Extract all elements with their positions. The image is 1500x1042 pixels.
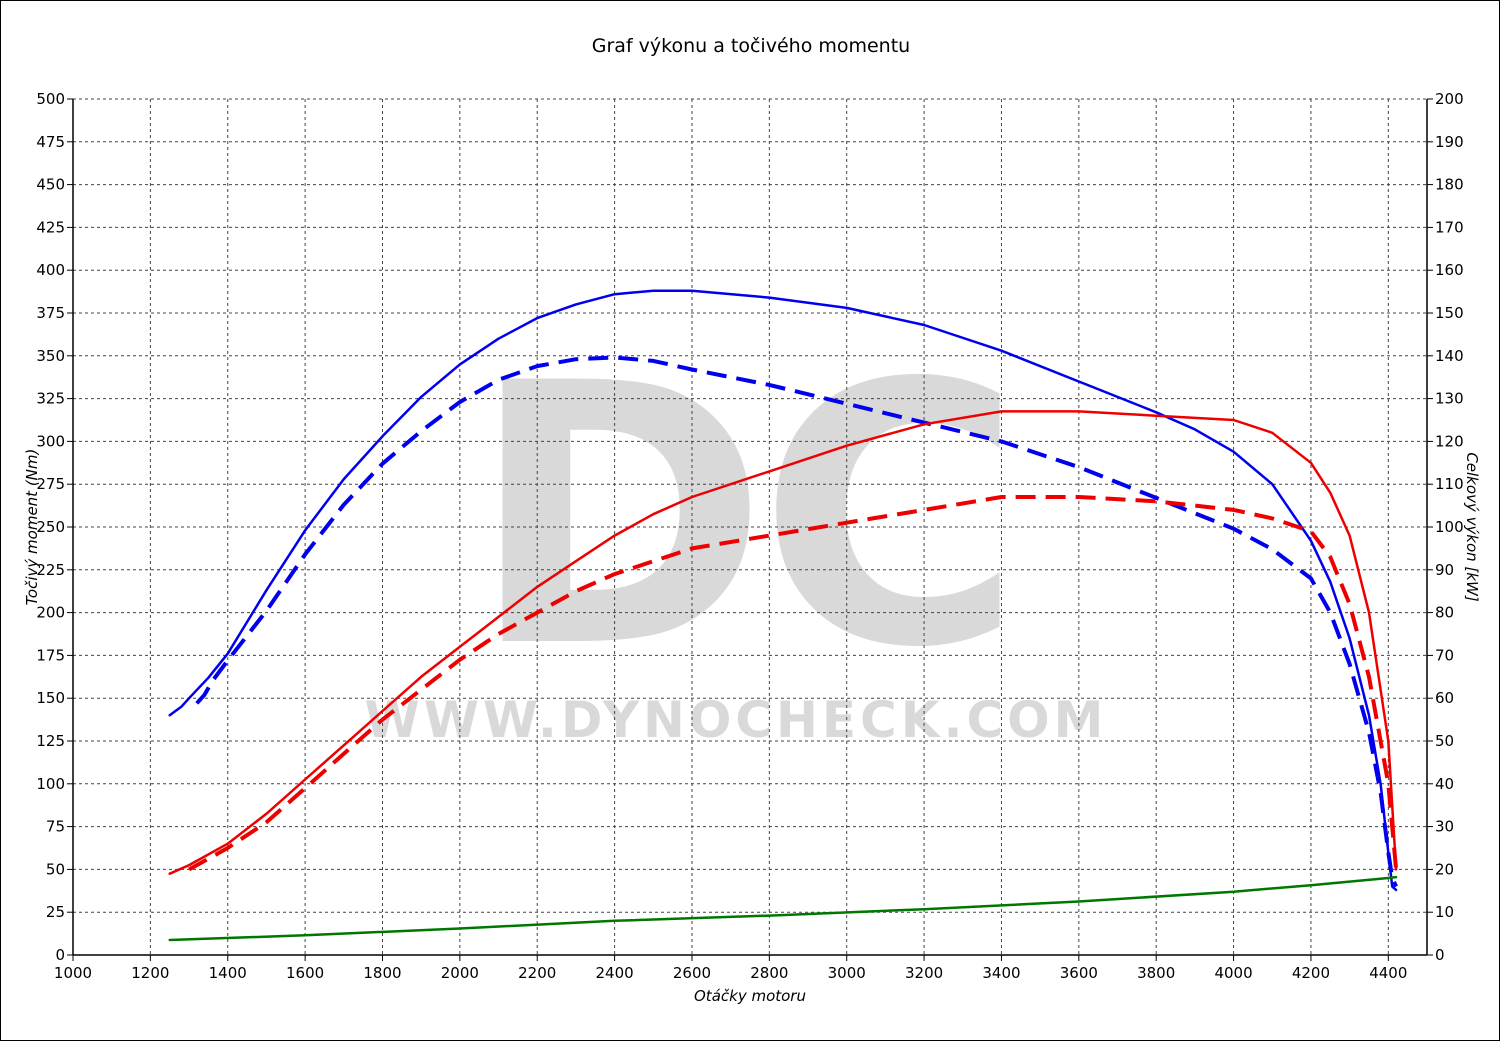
y-right-tick-label: 40 bbox=[1435, 775, 1454, 793]
y-right-tick-label: 0 bbox=[1435, 946, 1445, 964]
y-right-tick-label: 30 bbox=[1435, 818, 1454, 836]
series-line-5 bbox=[168, 875, 1398, 942]
x-tick-label: 1400 bbox=[209, 964, 247, 982]
y-left-tick-label: 475 bbox=[36, 133, 65, 151]
watermark-text: WWW.DYNOCHECK.COM bbox=[365, 691, 1108, 749]
x-tick-label: 2000 bbox=[441, 964, 479, 982]
x-tick-label: 3600 bbox=[1060, 964, 1098, 982]
y-right-tick-label: 140 bbox=[1435, 347, 1464, 365]
y-right-tick-label: 50 bbox=[1435, 732, 1454, 750]
y-left-tick-label: 375 bbox=[36, 304, 65, 322]
y-right-tick-label: 70 bbox=[1435, 646, 1454, 664]
y-left-tick-label: 300 bbox=[36, 432, 65, 450]
y-right-tick-label: 190 bbox=[1435, 133, 1464, 151]
x-tick-label: 3800 bbox=[1137, 964, 1175, 982]
x-tick-label: 2600 bbox=[673, 964, 711, 982]
y-right-tick-label: 150 bbox=[1435, 304, 1464, 322]
y-right-tick-label: 100 bbox=[1435, 518, 1464, 536]
y-left-tick-label: 250 bbox=[36, 518, 65, 536]
x-tick-label: 2400 bbox=[596, 964, 634, 982]
series-line-1 bbox=[168, 289, 1398, 892]
y-right-tick-label: 120 bbox=[1435, 432, 1464, 450]
x-tick-label: 1000 bbox=[54, 964, 92, 982]
y-right-tick-label: 110 bbox=[1435, 475, 1464, 493]
x-tick-label: 2800 bbox=[750, 964, 788, 982]
y-right-tick-label: 90 bbox=[1435, 561, 1454, 579]
y-right-tick-label: 60 bbox=[1435, 689, 1454, 707]
y-left-tick-label: 50 bbox=[46, 860, 65, 878]
y-left-tick-label: 0 bbox=[55, 946, 65, 964]
y-left-tick-label: 75 bbox=[46, 818, 65, 836]
y-right-tick-label: 180 bbox=[1435, 176, 1464, 194]
series-line-4 bbox=[188, 495, 1399, 872]
y-right-tick-label: 160 bbox=[1435, 261, 1464, 279]
y-left-tick-label: 500 bbox=[36, 90, 65, 108]
series-group bbox=[168, 289, 1399, 942]
x-tick-label: 1800 bbox=[363, 964, 401, 982]
watermark-logo: DC bbox=[469, 307, 1012, 726]
y-left-tick-label: 425 bbox=[36, 218, 65, 236]
y-right-tick-label: 20 bbox=[1435, 860, 1454, 878]
y-left-tick-label: 400 bbox=[36, 261, 65, 279]
y-left-tick-label: 175 bbox=[36, 646, 65, 664]
grid bbox=[73, 98, 1427, 955]
series-line-2 bbox=[195, 355, 1398, 888]
x-axis-label: Otáčky motoru bbox=[694, 987, 806, 1005]
y-left-axis-label: Točivý moment (Nm) bbox=[23, 449, 41, 606]
series-line-3 bbox=[168, 410, 1398, 875]
y-right-tick-label: 130 bbox=[1435, 390, 1464, 408]
y-left-tick-label: 450 bbox=[36, 176, 65, 194]
y-right-tick-label: 200 bbox=[1435, 90, 1464, 108]
x-tick-label: 3000 bbox=[828, 964, 866, 982]
x-tick-label: 1600 bbox=[286, 964, 324, 982]
y-left-tick-label: 325 bbox=[36, 390, 65, 408]
y-right-tick-label: 80 bbox=[1435, 604, 1454, 622]
y-left-tick-label: 100 bbox=[36, 775, 65, 793]
x-tick-label: 3400 bbox=[982, 964, 1020, 982]
x-tick-label: 4000 bbox=[1214, 964, 1252, 982]
y-left-tick-label: 275 bbox=[36, 475, 65, 493]
y-left-tick-label: 350 bbox=[36, 347, 65, 365]
y-left-tick-label: 25 bbox=[46, 903, 65, 921]
x-tick-label: 1200 bbox=[131, 964, 169, 982]
x-tick-label: 4400 bbox=[1369, 964, 1407, 982]
x-tick-label: 3200 bbox=[905, 964, 943, 982]
y-left-tick-label: 150 bbox=[36, 689, 65, 707]
y-left-tick-label: 225 bbox=[36, 561, 65, 579]
x-tick-label: 2200 bbox=[518, 964, 556, 982]
y-left-tick-label: 200 bbox=[36, 604, 65, 622]
chart-title: Graf výkonu a točivého momentu bbox=[591, 35, 911, 57]
y-right-tick-label: 10 bbox=[1435, 903, 1454, 921]
x-tick-label: 4200 bbox=[1292, 964, 1330, 982]
y-left-tick-label: 125 bbox=[36, 732, 65, 750]
y-right-axis-label: Celkový výkon [kW] bbox=[1463, 452, 1481, 602]
y-right-tick-label: 170 bbox=[1435, 218, 1464, 236]
